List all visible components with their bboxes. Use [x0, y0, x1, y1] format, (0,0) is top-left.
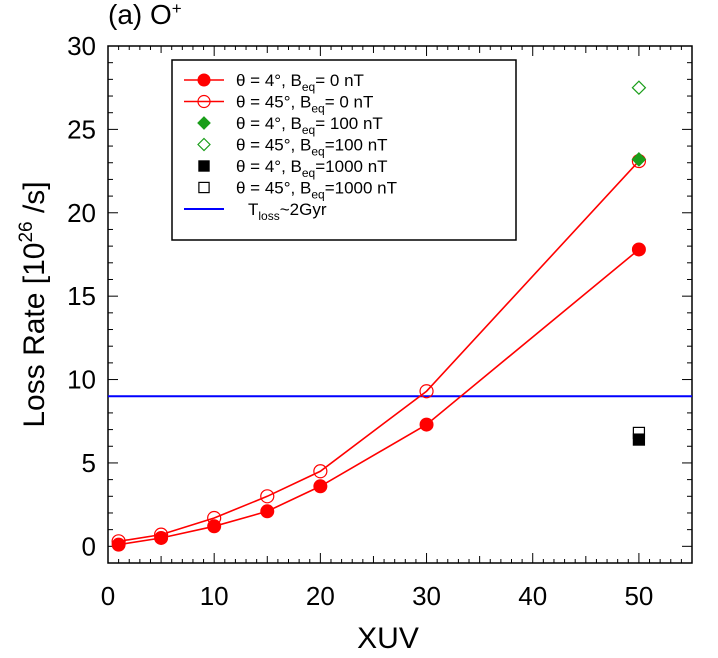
- data-point-series-1: [419, 417, 434, 432]
- data-point-series-1: [111, 537, 126, 552]
- data-point-series-3: [631, 152, 647, 167]
- x-tick-label: 10: [200, 581, 229, 611]
- y-tick-label: 0: [82, 531, 96, 561]
- y-tick-label: 25: [67, 114, 96, 144]
- legend-marker-1: [197, 73, 211, 87]
- y-tick-label: 30: [67, 31, 96, 61]
- y-tick-label: 15: [67, 281, 96, 311]
- panel-title: (a) O+: [108, 0, 182, 30]
- y-axis-title: Loss Rate [1026 /s]: [16, 181, 51, 427]
- legend-label-4: θ = 45°, Beq=100 nT: [236, 136, 388, 159]
- legend-marker-4: [197, 137, 211, 152]
- data-point-series-2: [260, 489, 275, 504]
- legend-label-2: θ = 45°, Beq= 0 nT: [236, 93, 373, 116]
- legend-label-5: θ = 4°, Beq=1000 nT: [236, 157, 388, 180]
- legend-marker-5: [198, 160, 210, 172]
- x-tick-label: 0: [101, 581, 115, 611]
- x-axis-title: XUV: [357, 622, 419, 655]
- legend-label-reference: Tloss~2Gyr: [248, 200, 327, 223]
- data-point-series-1: [313, 479, 328, 494]
- legend-label-1: θ = 4°, Beq= 0 nT: [236, 71, 364, 94]
- legend-label-3: θ = 4°, Beq= 100 nT: [236, 114, 383, 137]
- legend-box: [171, 59, 517, 241]
- data-point-series-2: [419, 384, 434, 399]
- legend-marker-3: [197, 116, 211, 130]
- y-tick-label: 20: [67, 198, 96, 228]
- plot-frame: [107, 45, 693, 564]
- y-tick-label: 5: [82, 448, 96, 478]
- legend-label-6: θ = 45°, Beq=1000 nT: [236, 179, 397, 202]
- data-point-series-2: [313, 464, 328, 479]
- data-point-series-1: [260, 504, 275, 519]
- data-point-series-4: [631, 80, 647, 96]
- y-tick-label: 10: [67, 365, 96, 395]
- x-tick-label: 50: [624, 581, 653, 611]
- x-tick-label: 40: [518, 581, 547, 611]
- data-point-series-1: [207, 519, 222, 534]
- data-point-series-5: [632, 433, 646, 446]
- x-tick-label: 30: [412, 581, 441, 611]
- data-point-series-1: [154, 530, 169, 545]
- data-point-series-1: [631, 242, 646, 257]
- legend-marker-6: [198, 181, 210, 194]
- x-tick-label: 20: [306, 581, 335, 611]
- legend-marker-2: [197, 94, 211, 109]
